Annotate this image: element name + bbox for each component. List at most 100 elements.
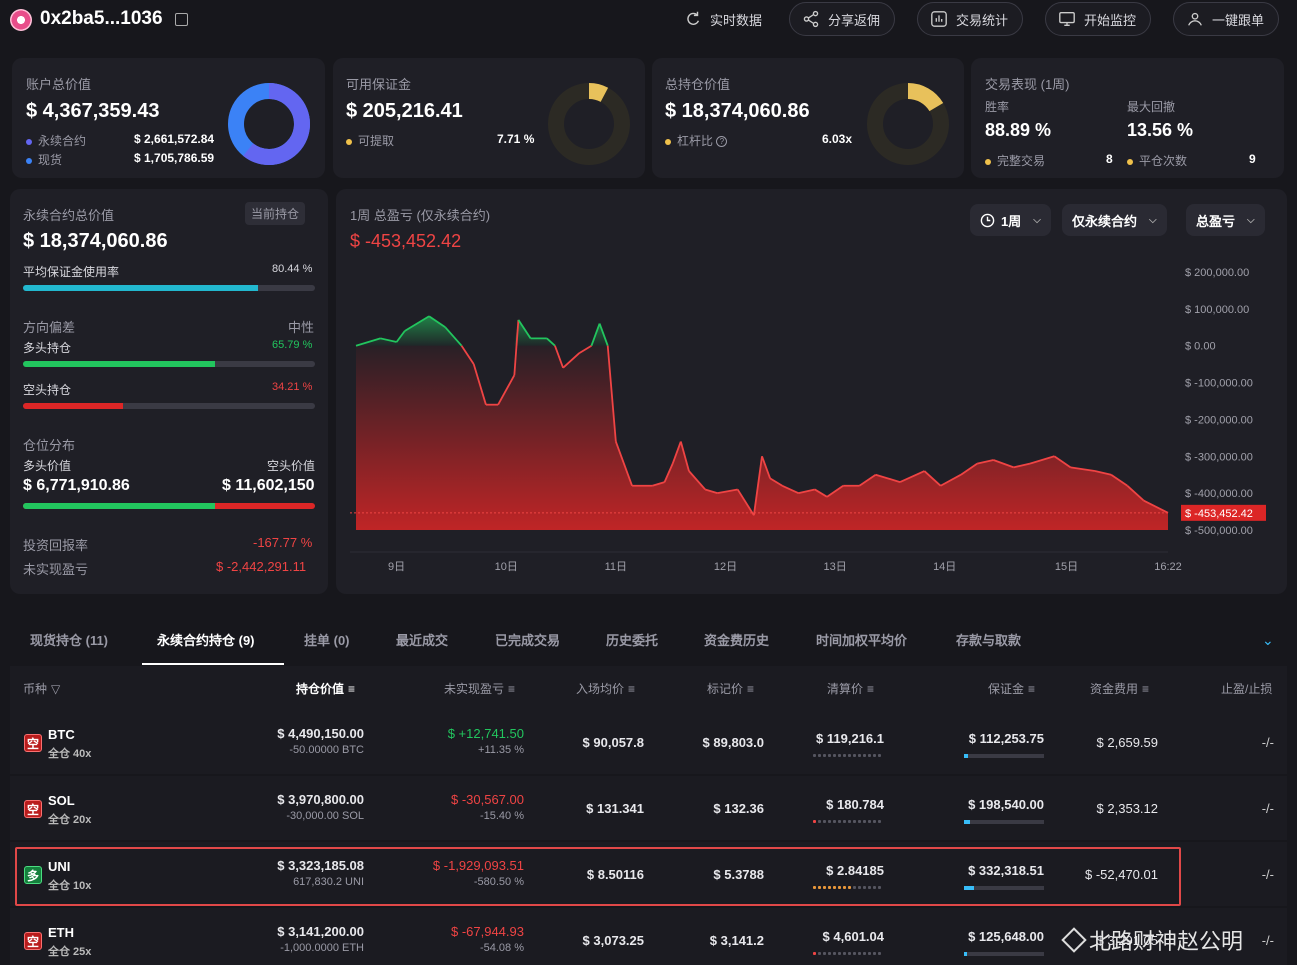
metric-dropdown[interactable]: 总盈亏 ⌵ [1186, 204, 1265, 236]
leverage-label: 杠杆比 [677, 134, 714, 148]
pnl-line-segment [798, 488, 815, 495]
info-icon[interactable]: ? [716, 136, 728, 148]
margin-ratio-fill [964, 886, 974, 890]
col-upnl-label: 未实现盈亏 [444, 682, 505, 696]
collapse-chevron-icon[interactable]: ⌄ [1262, 632, 1274, 648]
withdrawable-row: 可提取 [346, 132, 394, 149]
bias-value: 中性 [288, 320, 315, 335]
position-value: $ 3,323,185.08 617,830.2 UNI [277, 858, 364, 888]
pnl-line-segment [769, 477, 783, 487]
table-row[interactable]: 多 UNI 全仓 10x $ 3,323,185.08 617,830.2 UNI… [10, 842, 1287, 906]
tab-spot-positions[interactable]: 现货持仓 (11) [30, 633, 109, 648]
sort-icon: ≡ [508, 681, 516, 696]
current-position-badge[interactable]: 当前持仓 [245, 202, 306, 225]
realtime-data-label: 实时数据 [710, 12, 763, 28]
scope-dropdown[interactable]: 仅永续合约 ⌵ [1062, 204, 1167, 236]
pnl-line-segment [578, 344, 592, 354]
col-coin[interactable]: 币种 ▽ [23, 680, 60, 697]
start-monitor-button[interactable]: 开始监控 [1045, 2, 1152, 36]
start-monitor-label: 开始监控 [1084, 12, 1137, 28]
tab-open-orders[interactable]: 挂单 (0) [304, 633, 350, 648]
distribution-label: 仓位分布 [23, 438, 76, 453]
leverage-row: 杠杆比 ? [665, 132, 728, 149]
distribution-long-fill [23, 503, 216, 509]
unrealized-pnl: $ -1,929,093.51 -580.50 % [433, 858, 524, 888]
col-unrealized-pnl[interactable]: 未实现盈亏 ≡ [444, 680, 515, 697]
tpsl[interactable]: -/- [1261, 933, 1274, 948]
col-tpsl-label: 止盈/止损 [1221, 682, 1273, 696]
liq-distance-dots [813, 952, 881, 956]
pnl-line-segment [513, 319, 520, 376]
x-tick-label: 13日 [823, 561, 846, 573]
tpsl[interactable]: -/- [1261, 867, 1274, 882]
pnl-line-segment [761, 455, 771, 479]
closed-count-row: 平仓次数 [1127, 152, 1187, 169]
account-item-perp: 永续合约 [26, 132, 86, 149]
tab-deposits-withdrawals[interactable]: 存款与取款 [956, 633, 1022, 648]
filter-icon: ▽ [51, 681, 61, 696]
side-badge: 空 [24, 734, 42, 752]
col-position-value[interactable]: 持仓价值 ≡ [296, 680, 355, 697]
refresh-icon [687, 11, 700, 25]
upnl-amount: $ -30,567.00 [450, 792, 524, 807]
sort-icon: ≡ [348, 681, 356, 696]
position-value-amount: $ 3,970,800.00 [277, 792, 364, 807]
closed-value: 9 [1249, 152, 1256, 166]
tab-perp-positions[interactable]: 永续合约持仓 (9) [157, 633, 255, 648]
margin-usage-bar [23, 285, 315, 291]
trade-stats-button[interactable]: 交易统计 [917, 2, 1024, 36]
closed-label: 平仓次数 [1139, 154, 1188, 168]
copy-trade-button[interactable]: 一键跟单 [1173, 2, 1280, 36]
coin-symbol: UNI [48, 859, 71, 874]
pnl-line-segment [1013, 462, 1031, 469]
col-funding[interactable]: 资金费用 ≡ [1090, 680, 1149, 697]
col-mark-price[interactable]: 标记价 ≡ [707, 680, 754, 697]
y-tick-label: $ 0.00 [1185, 341, 1216, 353]
tab-completed-trades[interactable]: 已完成交易 [495, 633, 561, 648]
tab-twap[interactable]: 时间加权平均价 [816, 633, 908, 648]
pnl-line-segment [652, 481, 665, 487]
pnl-line-segment [704, 488, 718, 495]
completed-value: 8 [1106, 152, 1113, 166]
funding-fee: $ 3,291.05 [1096, 933, 1158, 948]
leverage-dot [665, 138, 671, 145]
coin-symbol: ETH [48, 925, 74, 940]
wallet-address: 0x2ba5...1036 [40, 8, 163, 29]
realtime-data-button[interactable]: 实时数据 [672, 2, 776, 36]
copy-trade-icon [1188, 12, 1202, 26]
side-badge: 空 [24, 932, 42, 950]
x-tick-label: 12日 [714, 561, 737, 573]
copy-icon[interactable] [175, 13, 188, 26]
watermark-logo-icon [1061, 927, 1087, 953]
pnl-line-segment [428, 315, 446, 329]
margin-ratio-bar [964, 952, 1044, 956]
tab-recent-fills[interactable]: 最近成交 [396, 633, 449, 648]
long-bar [23, 361, 315, 367]
upnl-amount: $ -67,944.93 [450, 924, 524, 939]
col-liq-price[interactable]: 清算价 ≡ [827, 680, 874, 697]
table-row[interactable]: 空 ETH 全仓 25x $ 3,141,200.00 -1,000.0000 E… [10, 908, 1287, 965]
tab-order-history[interactable]: 历史委托 [606, 633, 659, 648]
short-value-label: 空头价值 [267, 459, 316, 473]
perp-label: 永续合约 [38, 134, 87, 148]
account-total-label: 账户总价值 [26, 77, 92, 92]
period-dropdown[interactable]: 1周 ⌵ [970, 204, 1051, 236]
table-row[interactable]: 空 SOL 全仓 20x $ 3,970,800.00 -30,000.00 SO… [10, 776, 1287, 840]
margin-ratio-fill [964, 754, 968, 758]
distribution-bar [23, 503, 315, 509]
funding-fee: $ 2,353.12 [1096, 801, 1158, 816]
pnl-line-segment [614, 441, 633, 487]
share-rebate-button[interactable]: 分享返佣 [789, 2, 896, 36]
share-rebate-label: 分享返佣 [828, 12, 881, 28]
total-position-value: $ 18,374,060.86 [665, 100, 810, 122]
tab-funding-history[interactable]: 资金费历史 [704, 633, 770, 648]
col-entry-price[interactable]: 入场均价 ≡ [576, 680, 635, 697]
table-row[interactable]: 空 BTC 全仓 40x $ 4,490,150.00 -50.00000 BTC… [10, 710, 1287, 774]
pnl-line-segment [546, 337, 556, 347]
pnl-line-segment [554, 345, 564, 369]
tpsl[interactable]: -/- [1261, 801, 1274, 816]
tpsl[interactable]: -/- [1261, 735, 1274, 750]
pnl-line-segment [923, 470, 942, 487]
pnl-line-segment [717, 488, 738, 495]
col-margin[interactable]: 保证金 ≡ [988, 680, 1035, 697]
